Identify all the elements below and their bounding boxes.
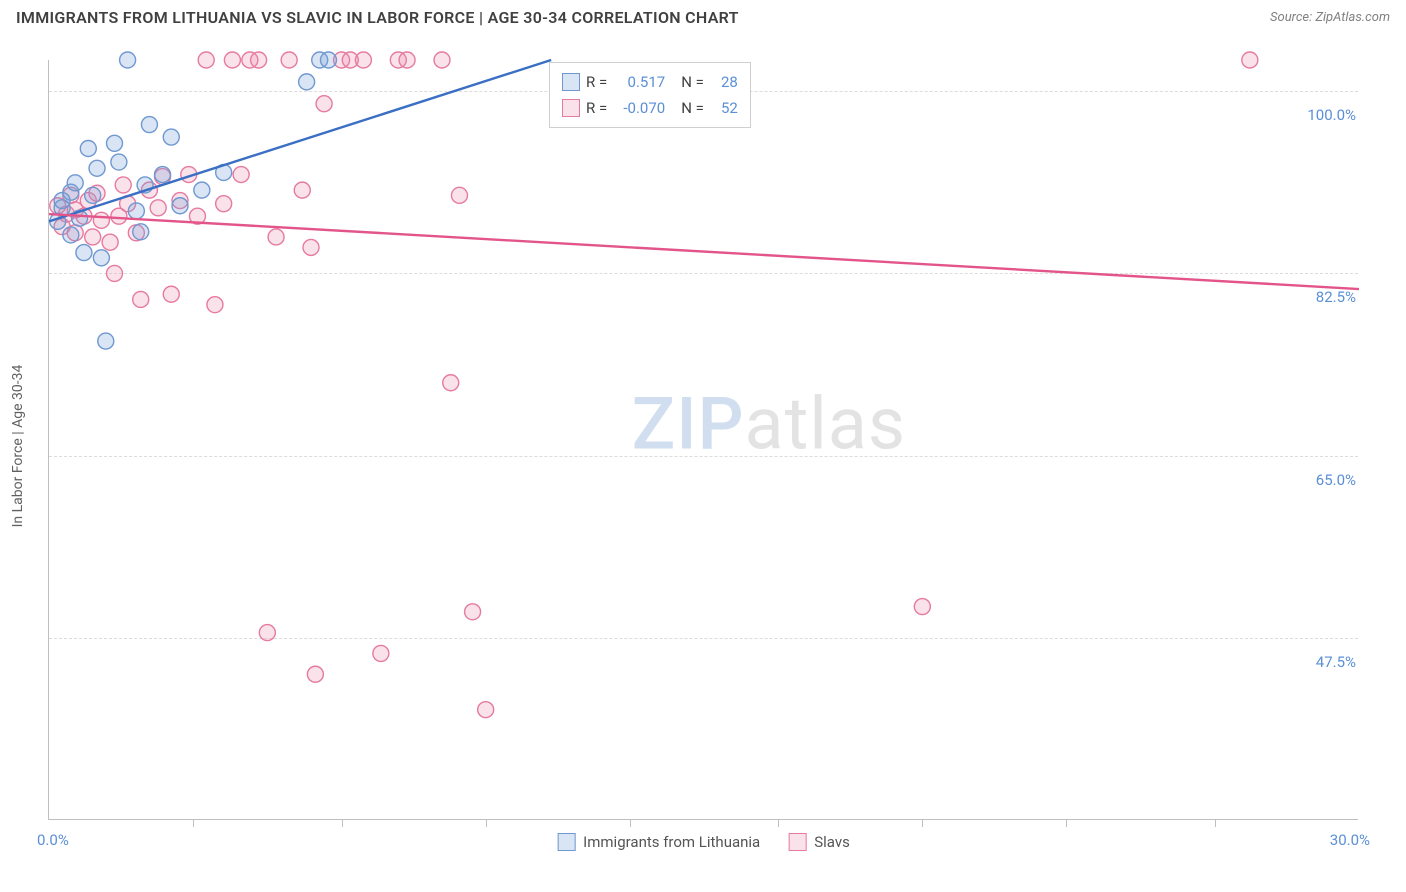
data-point: [914, 599, 930, 615]
data-point: [155, 167, 171, 183]
data-point: [465, 604, 481, 620]
data-point: [281, 52, 297, 68]
data-point: [355, 52, 371, 68]
data-point: [98, 333, 114, 349]
data-point: [133, 224, 149, 240]
chart-title: IMMIGRANTS FROM LITHUANIA VS SLAVIC IN L…: [16, 8, 739, 27]
series-legend: Immigrants from Lithuania Slavs: [557, 833, 850, 851]
data-point: [478, 702, 494, 718]
data-point: [133, 291, 149, 307]
x-tick: [342, 819, 343, 827]
data-point: [120, 52, 136, 68]
x-tick: [630, 819, 631, 827]
data-point: [198, 52, 214, 68]
x-tick: [1215, 819, 1216, 827]
data-point: [63, 227, 79, 243]
x-tick: [193, 819, 194, 827]
data-point: [303, 239, 319, 255]
legend-row-slavs: R = -0.070 N = 52: [562, 95, 738, 121]
data-point: [141, 117, 157, 133]
data-point: [259, 625, 275, 641]
swatch-slavs: [562, 99, 580, 117]
legend-item-slavs: Slavs: [788, 833, 850, 851]
data-point: [294, 182, 310, 198]
data-point: [111, 154, 127, 170]
source-attribution: Source: ZipAtlas.com: [1270, 10, 1390, 25]
data-point: [1242, 52, 1258, 68]
data-point: [93, 250, 109, 266]
swatch-lithuania-icon: [557, 833, 575, 851]
data-point: [216, 196, 232, 212]
x-tick: [486, 819, 487, 827]
x-axis-min: 0.0%: [37, 831, 69, 849]
data-point: [233, 167, 249, 183]
data-point: [128, 203, 144, 219]
data-point: [207, 297, 223, 313]
data-point: [76, 245, 92, 261]
chart-header: IMMIGRANTS FROM LITHUANIA VS SLAVIC IN L…: [0, 0, 1406, 31]
data-point: [163, 286, 179, 302]
data-point: [85, 229, 101, 245]
data-point: [373, 645, 389, 661]
data-point: [93, 212, 109, 228]
legend-item-lithuania: Immigrants from Lithuania: [557, 833, 760, 851]
swatch-slavs-icon: [788, 833, 806, 851]
data-point: [172, 198, 188, 214]
data-point: [80, 140, 96, 156]
plot-area: ZIPatlas 100.0%82.5%65.0%47.5% R = 0.517…: [48, 60, 1358, 820]
data-point: [115, 177, 131, 193]
data-point: [251, 52, 267, 68]
data-point: [451, 187, 467, 203]
data-point: [67, 175, 83, 191]
correlation-legend: R = 0.517 N = 28 R = -0.070 N = 52: [549, 62, 751, 128]
data-point: [320, 52, 336, 68]
data-point: [307, 666, 323, 682]
data-point: [434, 52, 450, 68]
data-point: [443, 375, 459, 391]
data-point: [316, 96, 332, 112]
data-point: [268, 229, 284, 245]
x-tick: [778, 819, 779, 827]
data-point: [89, 160, 105, 176]
data-point: [107, 135, 123, 151]
legend-row-lithuania: R = 0.517 N = 28: [562, 69, 738, 95]
data-point: [194, 182, 210, 198]
x-tick: [1066, 819, 1067, 827]
data-point: [85, 187, 101, 203]
y-axis-label: In Labor Force | Age 30-34: [10, 365, 26, 528]
x-tick: [922, 819, 923, 827]
data-point: [299, 74, 315, 90]
data-point: [102, 234, 118, 250]
swatch-lithuania: [562, 73, 580, 91]
data-point: [150, 200, 166, 216]
data-point: [399, 52, 415, 68]
scatter-svg: [49, 60, 1358, 819]
data-point: [224, 52, 240, 68]
x-axis-max: 30.0%: [1330, 831, 1370, 849]
data-point: [163, 129, 179, 145]
trend-line: [49, 214, 1359, 289]
data-point: [107, 265, 123, 281]
